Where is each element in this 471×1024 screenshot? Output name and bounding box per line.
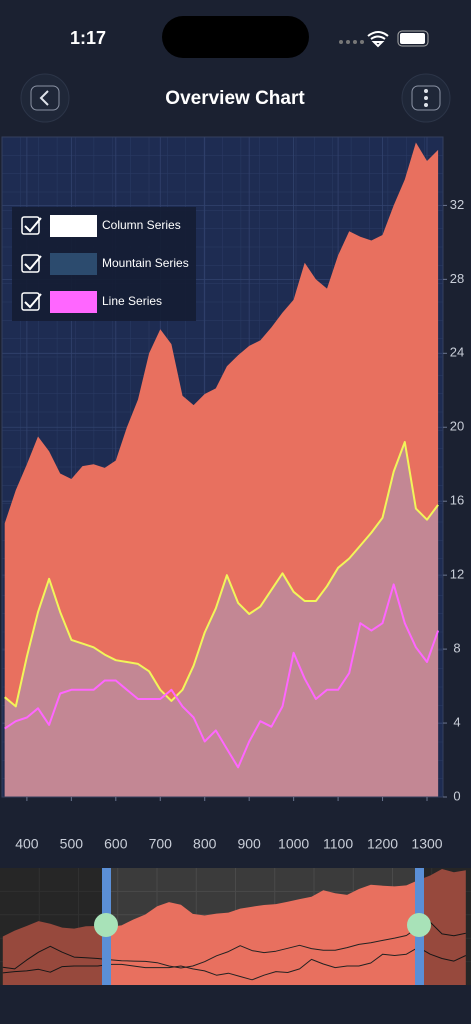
navigator-line bbox=[2, 921, 466, 970]
legend-label: Mountain Series bbox=[102, 256, 189, 270]
navigator-shade-left bbox=[0, 868, 106, 985]
menu-button-frame bbox=[411, 85, 441, 111]
wifi-icon bbox=[367, 31, 389, 48]
dynamic-island bbox=[162, 16, 309, 58]
plot-area bbox=[4, 142, 440, 797]
y-tick-label: 4 bbox=[453, 714, 460, 729]
x-tick-label: 500 bbox=[60, 836, 84, 852]
x-tick-label: 700 bbox=[149, 836, 173, 852]
navigator-grip-right[interactable] bbox=[407, 913, 431, 937]
y-tick-label: 8 bbox=[453, 641, 460, 656]
battery-level bbox=[400, 33, 425, 44]
back-button-frame bbox=[30, 85, 60, 111]
signal-dots bbox=[339, 40, 364, 44]
legend-checkbox[interactable] bbox=[21, 254, 40, 273]
navigator bbox=[0, 868, 471, 985]
legend-swatch bbox=[50, 215, 97, 237]
menu-icon bbox=[424, 89, 428, 107]
y-tick-label: 28 bbox=[450, 271, 464, 286]
legend-check bbox=[24, 293, 42, 309]
header-title: Overview Chart bbox=[165, 88, 305, 109]
x-tick-label: 1200 bbox=[367, 836, 398, 852]
legend: Column Series Mountain Series Line Series bbox=[12, 207, 196, 321]
status-time: 1:17 bbox=[70, 28, 106, 48]
navigator-area bbox=[2, 869, 466, 985]
y-tick-label: 20 bbox=[450, 419, 464, 434]
x-tick-label: 1300 bbox=[411, 836, 442, 852]
x-tick-label: 600 bbox=[104, 836, 128, 852]
y-tick-label: 0 bbox=[453, 788, 460, 803]
legend-check bbox=[24, 255, 42, 271]
plot-border bbox=[1, 136, 444, 798]
legend-label: Column Series bbox=[102, 218, 181, 232]
legend-background bbox=[12, 207, 196, 321]
x-tick-label: 400 bbox=[15, 836, 39, 852]
x-tick-label: 1000 bbox=[278, 836, 309, 852]
x-tick-label: 800 bbox=[193, 836, 217, 852]
battery-icon bbox=[397, 30, 429, 47]
axes: 0 4 8 12 16 20 24 28 32 400 500 600 700 800 900 1000 110… bbox=[15, 197, 464, 852]
legend-label: Line Series bbox=[102, 294, 162, 308]
x-tick-label: 1100 bbox=[323, 836, 353, 852]
y-tick-label: 24 bbox=[450, 345, 464, 360]
series-line bbox=[4, 583, 440, 769]
legend-checkbox[interactable] bbox=[21, 292, 40, 311]
y-tick-label: 16 bbox=[450, 493, 464, 508]
series-line bbox=[4, 441, 439, 708]
navigator-grip-left[interactable] bbox=[94, 913, 118, 937]
legend-swatch bbox=[50, 291, 97, 313]
navigator-line bbox=[2, 946, 467, 981]
legend-checkbox[interactable] bbox=[21, 216, 40, 235]
back-icon bbox=[39, 90, 49, 106]
legend-check bbox=[24, 217, 42, 233]
legend-swatch bbox=[50, 253, 97, 275]
y-tick-label: 12 bbox=[450, 567, 464, 582]
back-button[interactable] bbox=[20, 73, 70, 123]
x-tick-label: 900 bbox=[237, 836, 261, 852]
series-area bbox=[4, 442, 439, 797]
y-tick-label: 32 bbox=[450, 197, 464, 212]
